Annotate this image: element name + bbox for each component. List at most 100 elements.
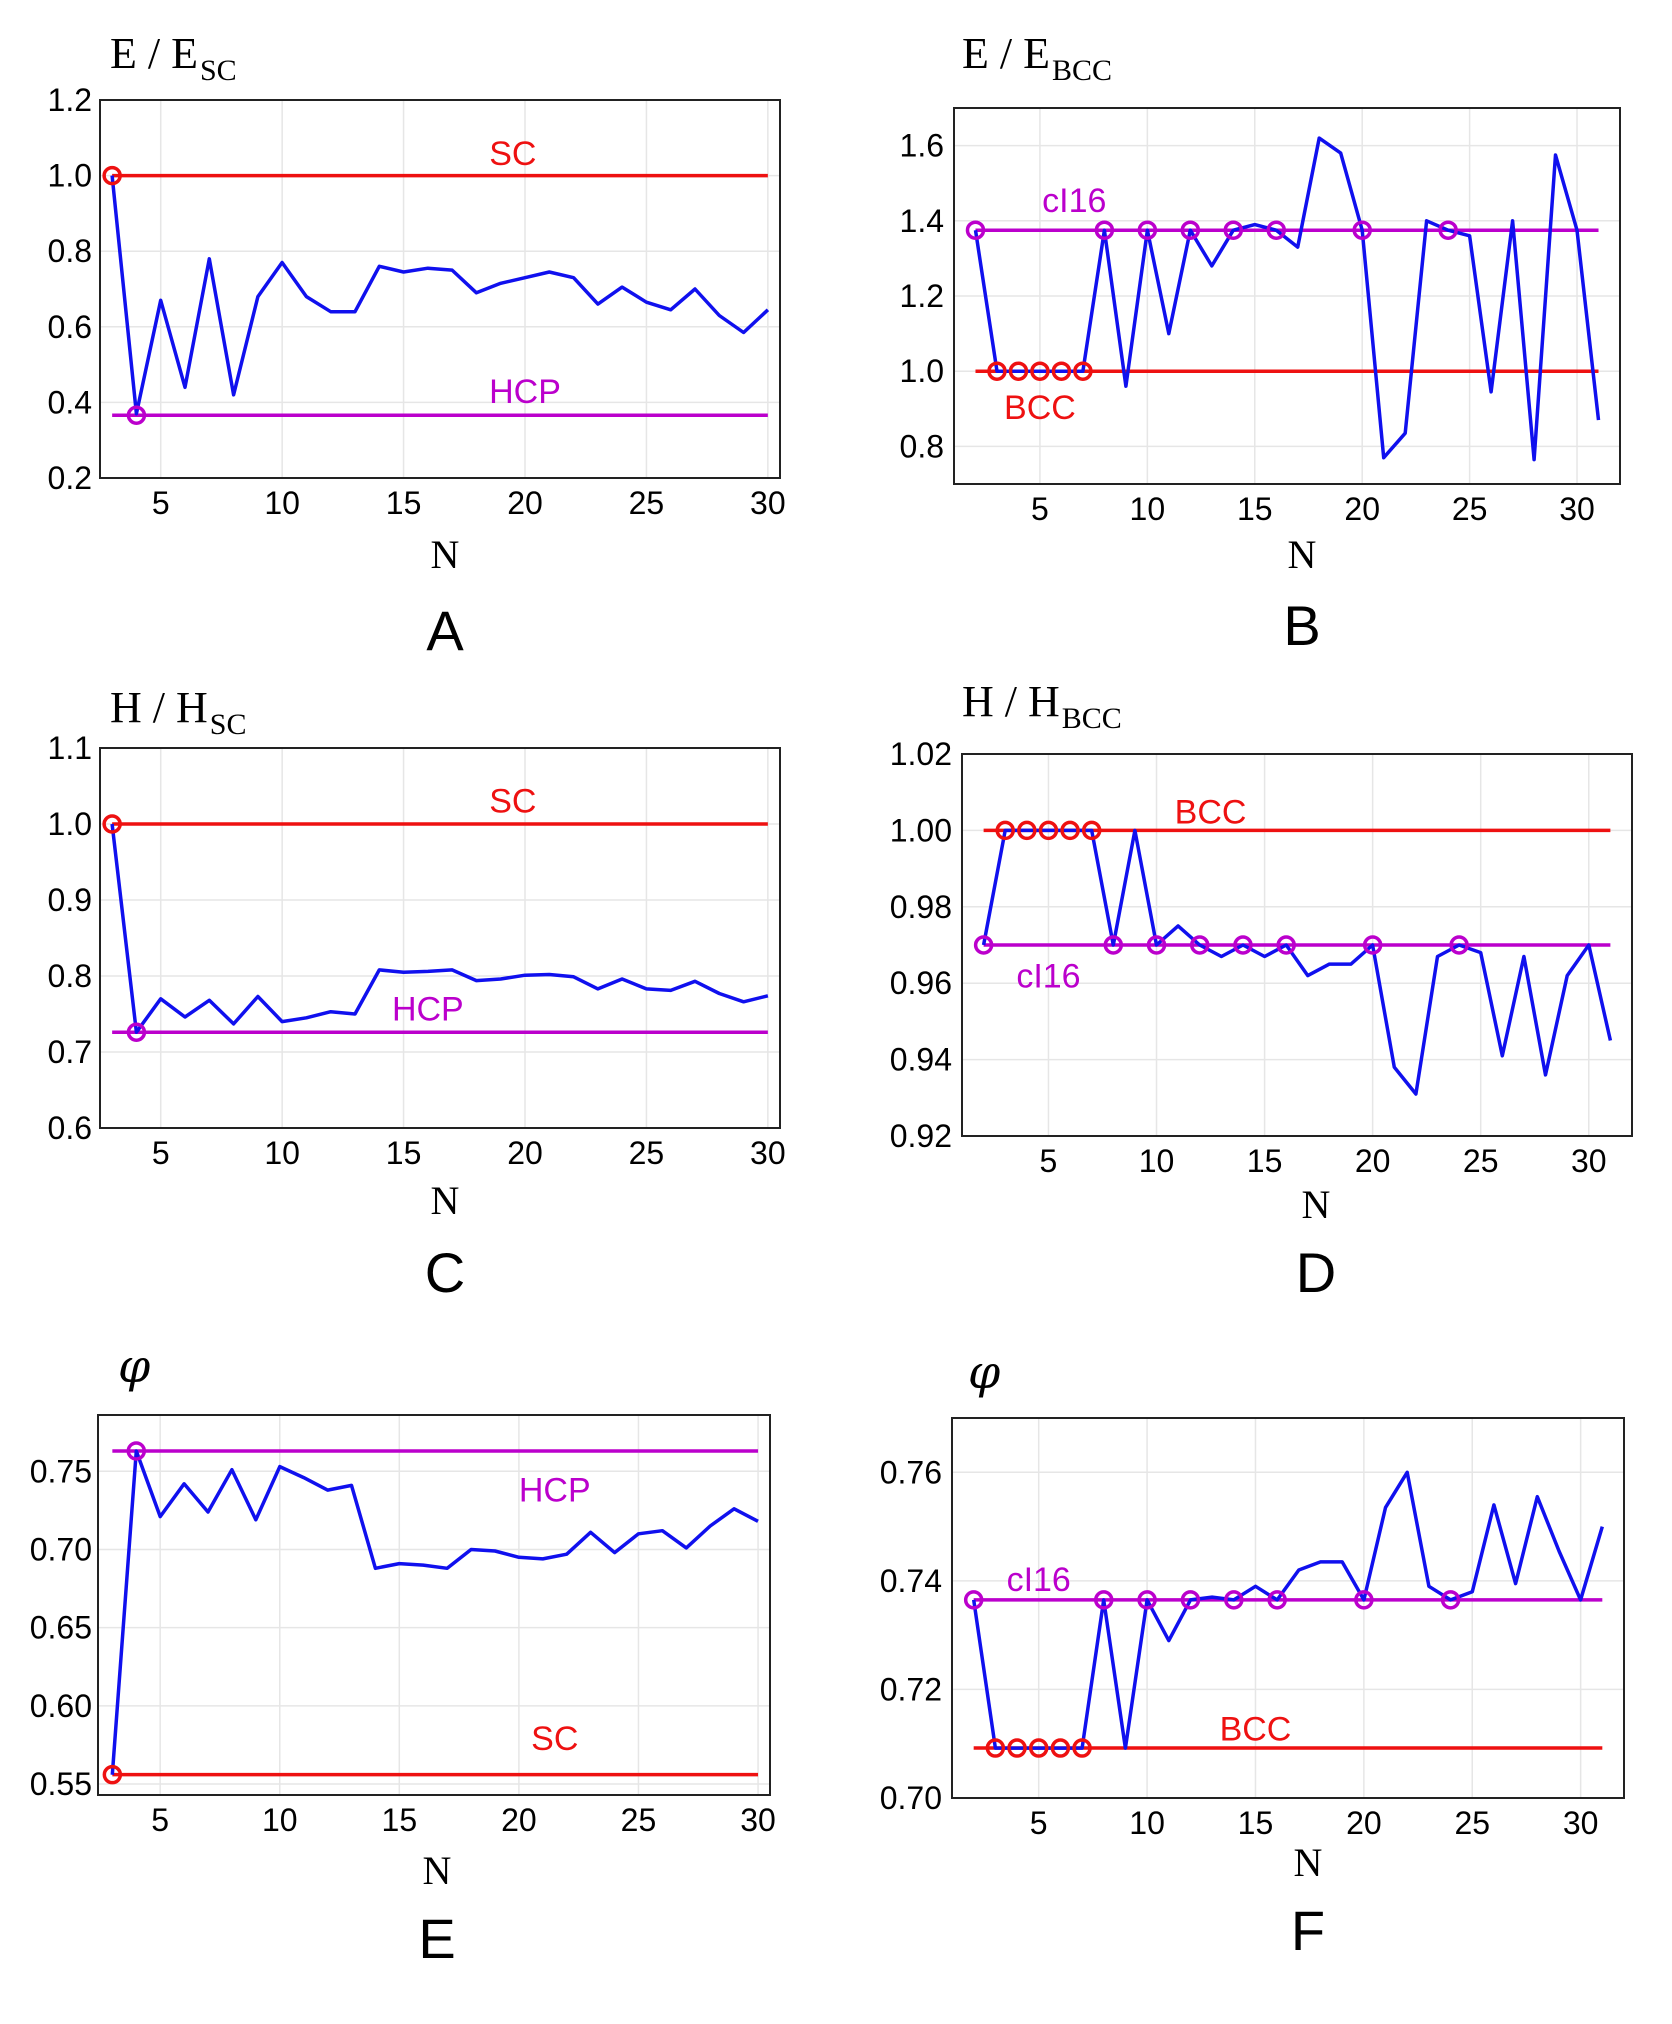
reference-marker-hcp [126, 405, 147, 426]
y-tick-label: 1.2 [900, 278, 944, 314]
reference-marker-bcc [995, 820, 1015, 841]
y-tick-label: 0.76 [880, 1454, 942, 1490]
panel-letter: E [418, 1907, 455, 1970]
x-tick-label: 20 [507, 485, 543, 521]
reference-marker-ci16 [1137, 1590, 1157, 1610]
x-tick-label: 25 [629, 485, 665, 521]
x-tick-label: 25 [1463, 1143, 1499, 1179]
y-tick-label: 1.00 [890, 812, 952, 848]
plot-frame [951, 1417, 1625, 1799]
reference-label-sc: SC [531, 1720, 578, 1758]
reference-marker-ci16 [1137, 220, 1158, 240]
x-axis-title: N [431, 1178, 460, 1223]
x-tick-label: 30 [750, 485, 786, 521]
y-tick-label: 0.72 [880, 1671, 942, 1707]
panel-d: 0.92 0.94 0.96 0.98 1.00 1.02 5 10 15 20 25 30 BCC cI… [890, 677, 1633, 1304]
reference-marker-ci16 [1449, 935, 1469, 955]
y-tick-label: 1.02 [890, 736, 952, 772]
reference-marker-ci16 [1438, 220, 1458, 240]
reference-label-hcp: HCP [392, 991, 464, 1029]
x-axis-title: N [431, 532, 460, 577]
x-tick-label: 5 [1031, 491, 1049, 527]
reference-marker-bcc [1072, 1738, 1092, 1758]
x-tick-label: 5 [1040, 1143, 1058, 1179]
reference-marker-ci16 [1146, 935, 1167, 955]
x-tick-label: 25 [1452, 491, 1488, 527]
panel-f: 0.70 0.72 0.74 0.76 5 10 15 20 25 30 cI16 BCC φ NF [880, 1345, 1625, 1962]
data-series-line [110, 175, 770, 416]
x-tick-label: 30 [1563, 1805, 1599, 1841]
x-tick-label: 20 [507, 1135, 543, 1171]
reference-marker-ci16 [1093, 1590, 1114, 1610]
y-tick-label: 0.55 [30, 1766, 92, 1802]
x-tick-label: 5 [152, 485, 170, 521]
y-axis-title: E / EBCC [962, 29, 1112, 87]
reference-marker-ci16 [1352, 220, 1372, 240]
y-tick-label: 0.8 [900, 428, 944, 464]
reference-marker-bcc [1051, 361, 1072, 381]
reference-label-ci16: cI16 [1042, 182, 1106, 220]
x-tick-label: 10 [264, 1135, 300, 1171]
reference-marker-ci16 [963, 1590, 984, 1610]
x-tick-label: 10 [262, 1802, 298, 1838]
reference-marker-bcc [1060, 820, 1080, 841]
reference-label-sc: SC [489, 135, 536, 173]
reference-marker-ci16 [1354, 1590, 1374, 1610]
x-tick-label: 30 [750, 1135, 786, 1171]
reference-marker-ci16 [1180, 1590, 1201, 1610]
x-tick-label: 20 [1346, 1805, 1382, 1841]
y-tick-label: 0.94 [890, 1042, 952, 1078]
reference-marker-bcc [1017, 820, 1037, 841]
y-tick-label: 0.6 [48, 1110, 92, 1146]
x-tick-label: 20 [501, 1802, 537, 1838]
panel-letter: D [1296, 1241, 1336, 1304]
panel-e: 0.55 0.60 0.65 0.70 0.75 5 10 15 20 25 30 HCP SC φ NE [30, 1339, 776, 1970]
reference-marker-ci16 [1362, 935, 1383, 955]
panel-letter: A [426, 599, 464, 662]
y-axis-title-subscript: SC [210, 708, 247, 741]
x-tick-label: 15 [1238, 1805, 1274, 1841]
panel-letter: C [425, 1241, 465, 1304]
reference-marker-ci16 [1094, 220, 1115, 240]
y-tick-label: 0.8 [48, 958, 92, 994]
reference-marker-bcc [1007, 1738, 1027, 1758]
reference-marker-sc [102, 1764, 123, 1785]
reference-marker-ci16 [1440, 1590, 1461, 1610]
y-tick-label: 1.6 [900, 128, 944, 164]
plot-frame [953, 107, 1621, 485]
x-tick-label: 10 [1130, 491, 1166, 527]
reference-label-ci16: cI16 [1016, 958, 1080, 996]
y-tick-label: 0.9 [48, 882, 92, 918]
y-tick-label: 0.2 [48, 460, 92, 496]
y-tick-label: 1.2 [48, 82, 92, 118]
reference-marker-bcc [1028, 1738, 1049, 1758]
y-axis-title: φ [118, 1339, 151, 1393]
reference-label-bcc: BCC [1004, 389, 1076, 427]
y-tick-label: 0.96 [890, 965, 952, 1001]
x-tick-label: 30 [1559, 491, 1595, 527]
x-tick-label: 15 [1237, 491, 1273, 527]
y-tick-label: 0.7 [48, 1034, 92, 1070]
y-tick-label: 0.4 [48, 384, 92, 420]
reference-marker-bcc [985, 1738, 1006, 1758]
y-tick-label: 1.1 [48, 730, 92, 766]
x-tick-label: 10 [1139, 1143, 1175, 1179]
plot-frame [99, 747, 781, 1129]
x-tick-label: 5 [152, 1135, 170, 1171]
reference-marker-hcp [126, 1022, 147, 1042]
reference-label-ci16: cI16 [1007, 1561, 1071, 1599]
y-axis-title-subscript: SC [200, 54, 237, 87]
y-axis-title: H / HBCC [962, 677, 1122, 735]
data-series-line [971, 1470, 1604, 1750]
reference-marker-bcc [1081, 820, 1102, 841]
y-axis-title-subscript: BCC [1062, 702, 1122, 735]
reference-marker-bcc [987, 361, 1007, 381]
y-tick-label: 1.0 [900, 353, 944, 389]
reference-marker-ci16 [973, 935, 994, 955]
y-axis-title: E / ESC [110, 29, 237, 87]
reference-marker-bcc [1008, 361, 1029, 381]
x-tick-label: 10 [264, 485, 300, 521]
x-tick-label: 20 [1344, 491, 1380, 527]
